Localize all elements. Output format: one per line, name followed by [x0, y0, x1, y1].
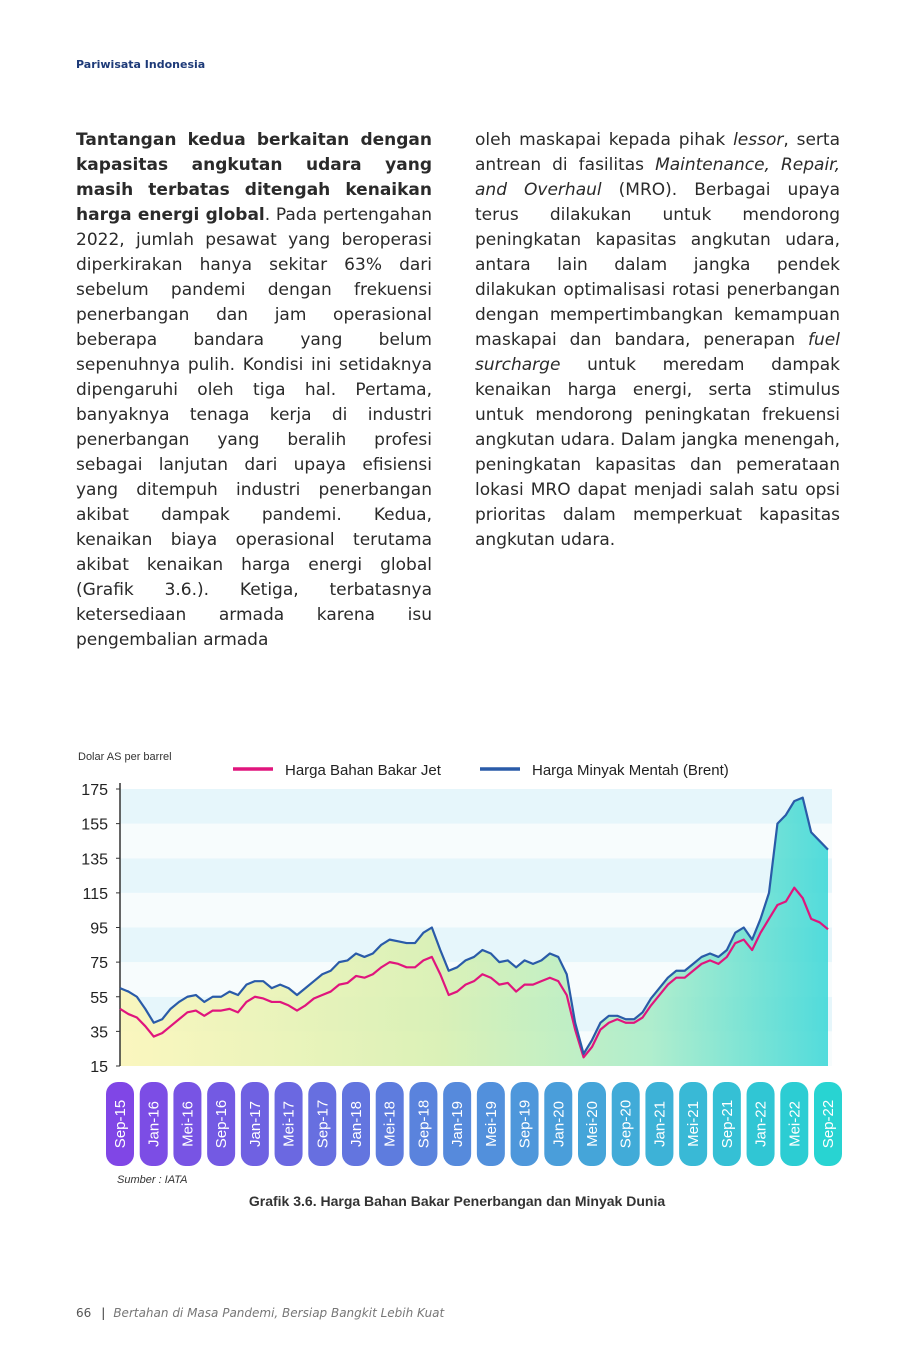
- x-tick-label: Mei-18: [382, 1101, 399, 1147]
- x-tick-pill: [240, 1082, 269, 1166]
- x-tick-label: Mei-22: [786, 1101, 803, 1147]
- x-tick-pill: [409, 1082, 438, 1166]
- y-tick-label: 55: [90, 990, 108, 1007]
- y-axis-label: Dolar AS per barrel: [78, 751, 172, 763]
- page-number: 66: [76, 1306, 92, 1320]
- x-tick-pill: [712, 1082, 741, 1166]
- y-tick-label: 95: [90, 921, 108, 938]
- grid-band: [120, 789, 832, 824]
- x-tick-pill: [139, 1082, 168, 1166]
- x-tick-pill: [106, 1082, 134, 1166]
- y-tick-label: 155: [81, 817, 108, 834]
- source: Sumber : IATA: [117, 1174, 188, 1186]
- x-tick-label: Sep-18: [415, 1100, 432, 1148]
- legend-label: Harga Bahan Bakar Jet: [285, 762, 442, 779]
- x-tick-pill: [611, 1082, 640, 1166]
- y-tick-label: 175: [81, 782, 108, 799]
- x-tick-label: Jan-22: [753, 1101, 770, 1147]
- footer: 66 | Bertahan di Masa Pandemi, Bersiap Ban…: [76, 1306, 445, 1320]
- x-tick-pill: [544, 1082, 573, 1166]
- x-tick-label: Sep-16: [213, 1100, 230, 1148]
- grid-band: [120, 823, 832, 859]
- x-tick-label: Sep-21: [719, 1100, 736, 1148]
- x-tick-label: Mei-19: [483, 1101, 500, 1147]
- x-tick-pill: [207, 1082, 236, 1166]
- x-tick-pill: [510, 1082, 539, 1166]
- x-tick-label: Mei-17: [281, 1101, 298, 1147]
- legend-label: Harga Minyak Mentah (Brent): [532, 762, 729, 779]
- x-tick-pill: [375, 1082, 404, 1166]
- text-run: Tantangan kedua berkaitan dengan kapasit…: [76, 130, 432, 225]
- caption: Grafik 3.6. Harga Bahan Bakar Penerbanga…: [249, 1193, 665, 1209]
- y-tick-label: 75: [90, 955, 108, 972]
- x-tick-label: Sep-19: [517, 1100, 534, 1148]
- grid-band: [120, 858, 832, 893]
- line: [119, 886, 829, 1059]
- x-tick-label: Jan-16: [146, 1101, 163, 1147]
- text-run: oleh maskapai kepada pihak: [475, 130, 734, 150]
- x-tick-label: Sep-22: [820, 1100, 837, 1148]
- x-tick-label: Jan-18: [348, 1101, 365, 1147]
- x-tick-pill: [173, 1082, 202, 1166]
- x-tick-pill: [342, 1082, 370, 1166]
- line: [119, 796, 829, 1055]
- x-tick-label: Mei-20: [584, 1101, 601, 1147]
- text-run: , serta antrean di fasilitas: [475, 130, 840, 175]
- y-tick-label: 35: [90, 1024, 108, 1041]
- x-tick-label: Jan-17: [247, 1101, 264, 1147]
- x-tick-pill: [814, 1082, 842, 1166]
- y-tick-label: 115: [82, 886, 108, 903]
- y-tick-label: 15: [90, 1059, 108, 1076]
- x-tick-pill: [274, 1082, 303, 1166]
- x-tick-label: Mei-16: [179, 1101, 196, 1147]
- x-tick-pill: [308, 1082, 337, 1166]
- text-run: fuel surcharge: [475, 330, 840, 375]
- x-tick-pill: [645, 1082, 674, 1166]
- text-run: lessor: [733, 130, 784, 150]
- grid-band: [120, 892, 832, 928]
- x-tick-pill: [780, 1082, 809, 1166]
- left-column: Tantangan kedua berkaitan dengan kapasit…: [76, 128, 432, 653]
- x-tick-pill: [746, 1082, 775, 1166]
- x-tick-label: Sep-15: [112, 1100, 129, 1148]
- x-tick-pill: [679, 1082, 708, 1166]
- footer-text: Bertahan di Masa Pandemi, Bersiap Bangki…: [113, 1306, 445, 1320]
- x-tick-pill: [443, 1082, 472, 1166]
- x-tick-label: Jan-20: [550, 1101, 567, 1147]
- x-tick-label: Sep-17: [314, 1100, 331, 1148]
- x-tick-pill: [476, 1082, 505, 1166]
- x-tick-label: Jan-21: [651, 1101, 668, 1147]
- text-run: . Pada pertengahan 2022, jumlah pesawat …: [76, 205, 433, 650]
- text-run: (MRO). Berbagai upaya terus dilakukan un…: [475, 180, 841, 350]
- text-run: Maintenance, Repair, and Overhaul: [475, 155, 840, 200]
- y-tick-label: 135: [81, 851, 108, 868]
- x-tick-label: Mei-21: [685, 1101, 702, 1147]
- header-title: Pariwisata Indonesia: [76, 58, 206, 71]
- x-tick-pill: [578, 1082, 606, 1166]
- chart: Dolar AS per barrel Sumber : IATA Grafik…: [78, 751, 842, 1209]
- right-column: oleh maskapai kepada pihak lessor, serta…: [475, 128, 840, 553]
- x-tick-label: Sep-20: [618, 1100, 635, 1148]
- text-run: untuk meredam dampak kenaikan harga ener…: [475, 355, 840, 550]
- x-tick-label: Jan-19: [449, 1101, 466, 1147]
